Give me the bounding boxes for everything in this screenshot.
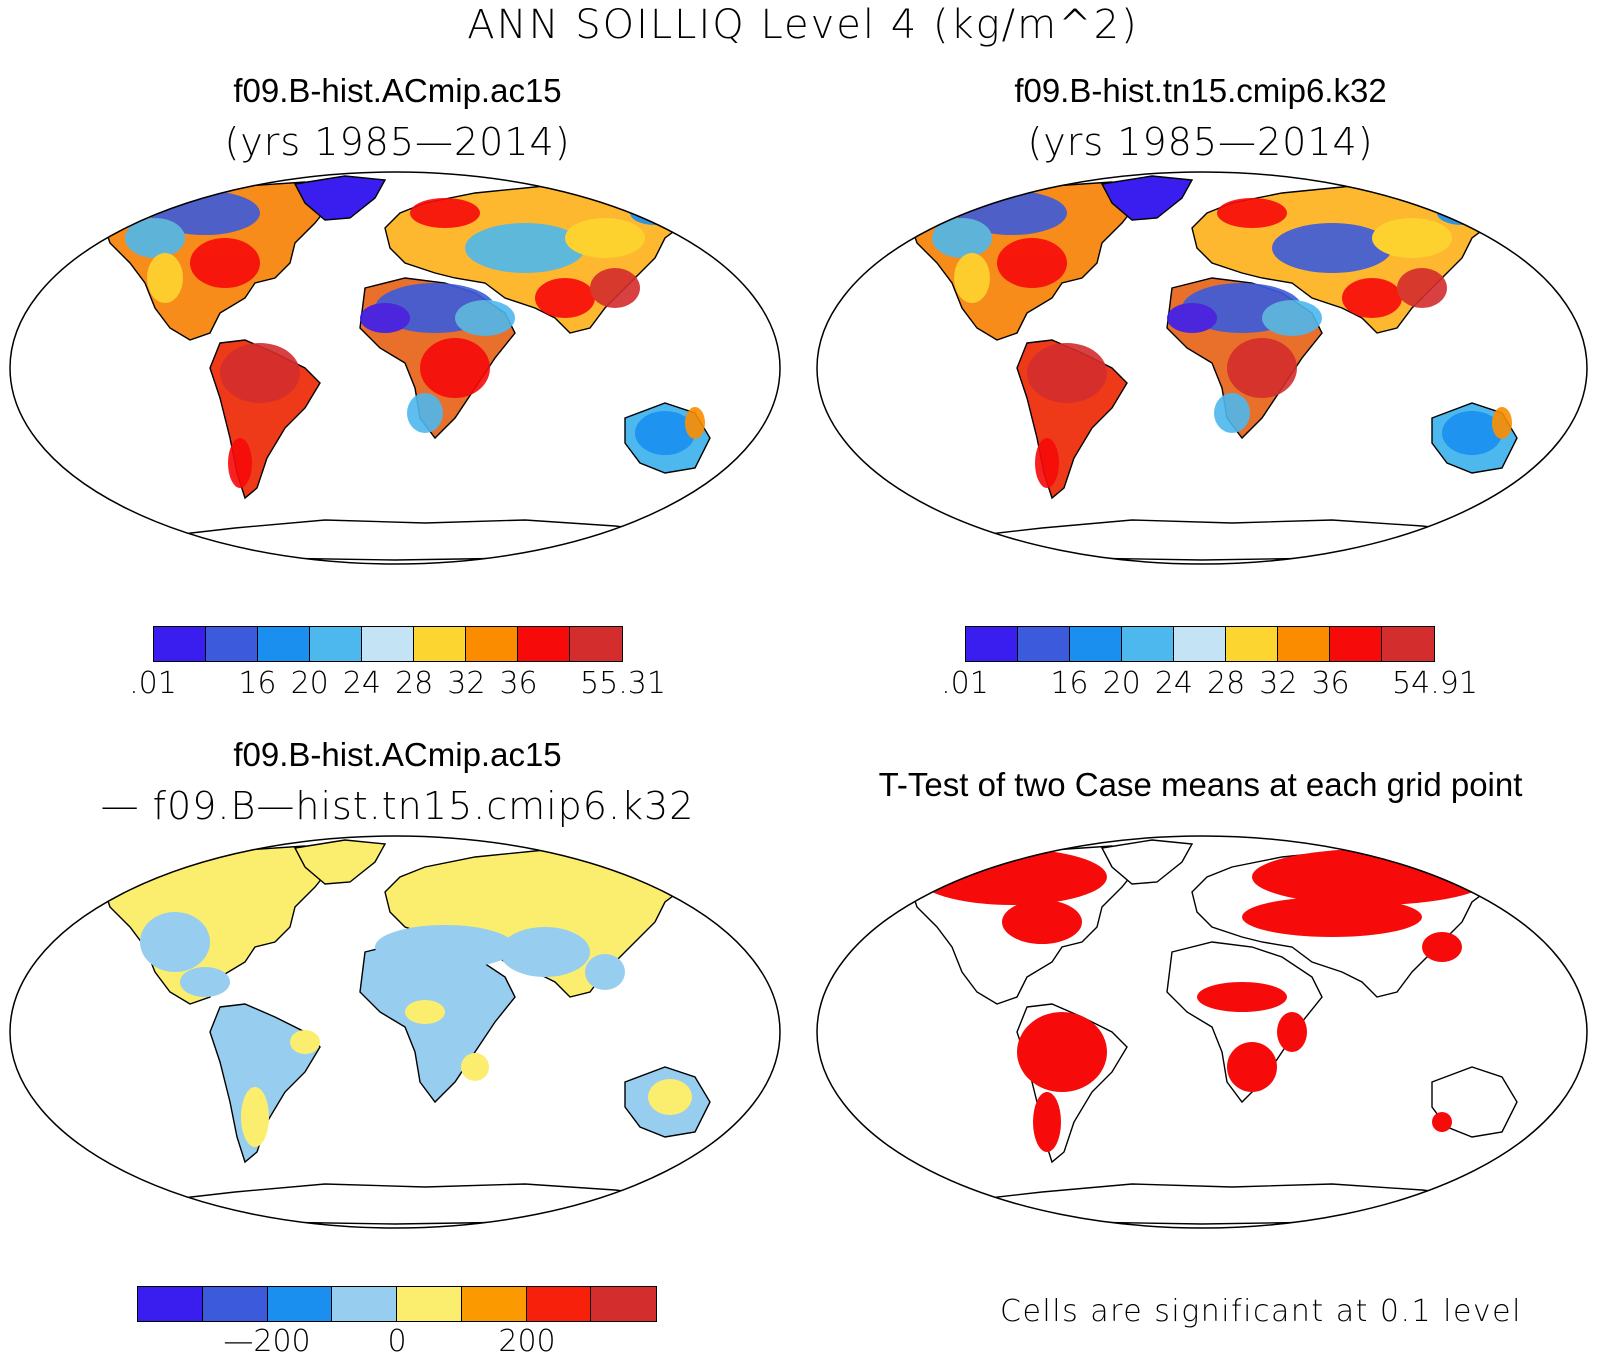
- case1-label-2: 20: [290, 666, 329, 701]
- case1-swatch-7: [518, 627, 570, 661]
- diff-swatch-5: [461, 1287, 527, 1321]
- case1-swatch-8: [570, 627, 622, 661]
- diff-colorbar: [137, 1286, 657, 1322]
- case1-title: f09.B-hist.ACmip.ac15: [233, 72, 562, 109]
- diff-label-2: 200: [498, 1324, 556, 1359]
- case2-swatch-8: [1382, 627, 1434, 661]
- diff-swatch-3: [332, 1287, 397, 1321]
- case1-label-3: 24: [342, 666, 381, 701]
- diff-swatch-1: [202, 1287, 268, 1321]
- case1-swatch-6: [466, 627, 518, 661]
- case2-swatch-3: [1122, 627, 1174, 661]
- case2-colorbar: [965, 626, 1435, 662]
- case2-title: f09.B-hist.tn15.cmip6.k32: [1014, 72, 1387, 109]
- case1-swatch-0: [154, 627, 206, 661]
- diff-swatch-2: [267, 1287, 333, 1321]
- case2-swatch-6: [1278, 627, 1330, 661]
- case1-label-1: 16: [238, 666, 277, 701]
- case1-swatch-1: [206, 627, 258, 661]
- case2-swatch-1: [1018, 627, 1070, 661]
- case1-label-4: 28: [395, 666, 434, 701]
- case1-label-6: 36: [499, 666, 538, 701]
- case2-swatch-2: [1070, 627, 1122, 661]
- case2-label-0: .01: [941, 666, 989, 701]
- case2-label-3: 24: [1154, 666, 1193, 701]
- case2-label-7: 54.91: [1392, 666, 1478, 701]
- diff-label-0: —200: [223, 1324, 311, 1359]
- case2-label-5: 32: [1259, 666, 1298, 701]
- diff-swatch-6: [526, 1287, 592, 1321]
- case1-label-7: 55.31: [580, 666, 666, 701]
- case1-swatch-3: [310, 627, 362, 661]
- case2-label-4: 28: [1207, 666, 1246, 701]
- diff-swatch-7: [591, 1287, 656, 1321]
- diff-title: f09.B-hist.ACmip.ac15: [233, 736, 562, 773]
- case1-swatch-2: [258, 627, 310, 661]
- diff-swatch-0: [138, 1287, 203, 1321]
- case2-label-2: 20: [1102, 666, 1141, 701]
- case2-swatch-7: [1330, 627, 1382, 661]
- main-title: ANN SOILLIQ Level 4 (kg/m^2): [467, 2, 1139, 48]
- case1-map: [9, 171, 781, 565]
- case1-swatch-5: [414, 627, 466, 661]
- case1-swatch-4: [362, 627, 414, 661]
- case2-subtitle: (yrs 1985—2014): [1027, 120, 1374, 164]
- diff-label-1: 0: [387, 1324, 407, 1359]
- diff-subtitle: — f09.B—hist.tn15.cmip6.k32: [100, 784, 695, 828]
- case2-label-1: 16: [1050, 666, 1089, 701]
- case2-swatch-0: [966, 627, 1018, 661]
- case1-colorbar: [153, 626, 623, 662]
- case2-swatch-5: [1226, 627, 1278, 661]
- case2-label-6: 36: [1311, 666, 1350, 701]
- case2-swatch-4: [1174, 627, 1226, 661]
- ttest-map: [816, 835, 1588, 1229]
- significance-note: Cells are significant at 0.1 level: [1000, 1294, 1522, 1329]
- ttest-title: T-Test of two Case means at each grid po…: [878, 766, 1523, 803]
- case1-label-5: 32: [447, 666, 486, 701]
- case1-subtitle: (yrs 1985—2014): [224, 120, 571, 164]
- diff-map: [9, 835, 781, 1229]
- case1-label-0: .01: [129, 666, 177, 701]
- case2-map: [816, 171, 1588, 565]
- diff-swatch-4: [397, 1287, 462, 1321]
